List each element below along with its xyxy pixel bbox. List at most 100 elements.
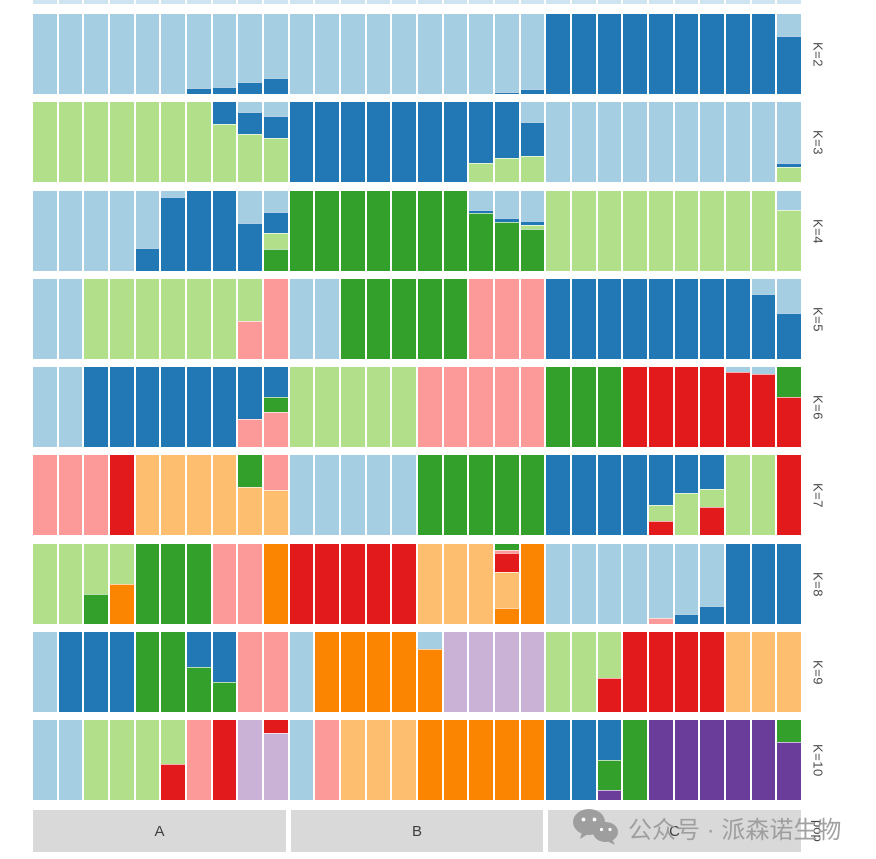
- individual-bar-16: [418, 367, 442, 447]
- ancestry-segment: [546, 720, 571, 800]
- ancestry-segment: [289, 455, 314, 535]
- ancestry-segment: [161, 720, 186, 764]
- ancestry-segment: [726, 102, 750, 182]
- ancestry-segment: [649, 618, 673, 624]
- individual-bar-13: [341, 544, 365, 624]
- sliver-cell: [674, 0, 699, 4]
- individual-bar-21: [546, 720, 571, 800]
- individual-bar-24: [623, 720, 648, 800]
- ancestry-segment: [726, 544, 750, 624]
- sliver-cell: [110, 0, 134, 4]
- individual-bar-21: [546, 544, 571, 624]
- individual-bar-5: [135, 367, 160, 447]
- ancestry-segment: [264, 632, 288, 712]
- ancestry-segment: [495, 102, 519, 158]
- ancestry-segment: [264, 367, 288, 398]
- ancestry-segment: [751, 632, 776, 712]
- ancestry-segment: [135, 247, 160, 271]
- admixture-row-k3: [33, 102, 802, 182]
- sliver-cell: [495, 0, 519, 4]
- ancestry-segment: [597, 102, 622, 182]
- ancestry-segment: [366, 102, 391, 182]
- individual-bar-4: [110, 14, 134, 94]
- ancestry-segment: [418, 191, 442, 271]
- ancestry-segment: [700, 632, 725, 712]
- ancestry-segment: [495, 14, 519, 93]
- ancestry-segment: [341, 14, 365, 94]
- individual-bar-11: [289, 367, 314, 447]
- ancestry-segment: [546, 279, 571, 359]
- ancestry-segment: [392, 544, 417, 624]
- ancestry-segment: [341, 191, 365, 271]
- individual-bar-27: [700, 367, 725, 447]
- ancestry-segment: [777, 741, 802, 800]
- ancestry-segment: [674, 632, 699, 712]
- ancestry-segment: [495, 544, 519, 551]
- individual-bar-7: [187, 632, 211, 712]
- ancestry-segment: [623, 102, 648, 182]
- individual-bar-5: [135, 279, 160, 359]
- individual-bar-25: [649, 367, 673, 447]
- admixture-row-k4: [33, 191, 802, 271]
- ancestry-segment: [726, 191, 750, 271]
- individual-bar-23: [597, 279, 622, 359]
- ancestry-segment: [161, 279, 186, 359]
- individual-bar-27: [700, 632, 725, 712]
- ancestry-segment: [674, 720, 699, 800]
- sliver-cell: [469, 0, 494, 4]
- ancestry-segment: [520, 155, 545, 182]
- ancestry-segment: [187, 667, 211, 712]
- ancestry-segment: [623, 632, 648, 712]
- ancestry-segment: [495, 607, 519, 624]
- ancestry-segment: [264, 411, 288, 447]
- ancestry-segment: [623, 455, 648, 535]
- sliver-cell: [33, 0, 57, 4]
- ancestry-segment: [58, 632, 83, 712]
- ancestry-segment: [597, 760, 622, 790]
- ancestry-segment: [161, 191, 186, 197]
- individual-bar-9: [238, 279, 263, 359]
- ancestry-segment: [33, 14, 57, 94]
- individual-bar-13: [341, 102, 365, 182]
- individual-bar-25: [649, 191, 673, 271]
- individual-bar-30: [777, 14, 802, 94]
- ancestry-segment: [238, 279, 263, 322]
- ancestry-segment: [392, 632, 417, 712]
- individual-bar-3: [84, 279, 109, 359]
- ancestry-segment: [187, 88, 211, 94]
- ancestry-segment: [418, 367, 442, 447]
- individual-bar-25: [649, 279, 673, 359]
- ancestry-segment: [520, 191, 545, 222]
- ancestry-segment: [341, 544, 365, 624]
- individual-bar-19: [495, 455, 519, 535]
- ancestry-segment: [649, 720, 673, 800]
- sliver-cell: [520, 0, 545, 4]
- row-label-k8: K=8: [810, 571, 826, 597]
- individual-bar-12: [315, 720, 340, 800]
- ancestry-segment: [649, 544, 673, 619]
- ancestry-segment: [495, 455, 519, 535]
- ancestry-segment: [161, 632, 186, 712]
- individual-bar-2: [58, 544, 83, 624]
- ancestry-segment: [649, 102, 673, 182]
- sliver-cell: [315, 0, 340, 4]
- ancestry-segment: [443, 720, 468, 800]
- individual-bar-30: [777, 279, 802, 359]
- individual-bar-12: [315, 191, 340, 271]
- ancestry-segment: [597, 279, 622, 359]
- ancestry-segment: [546, 455, 571, 535]
- ancestry-segment: [597, 720, 622, 760]
- ancestry-segment: [751, 367, 776, 375]
- individual-bar-17: [443, 455, 468, 535]
- individual-bar-12: [315, 14, 340, 94]
- ancestry-segment: [341, 720, 365, 800]
- individual-bar-30: [777, 455, 802, 535]
- individual-bar-24: [623, 544, 648, 624]
- ancestry-segment: [495, 720, 519, 800]
- ancestry-segment: [469, 102, 494, 163]
- ancestry-segment: [520, 89, 545, 94]
- ancestry-segment: [520, 279, 545, 359]
- sliver-cell: [726, 0, 750, 4]
- individual-bar-7: [187, 191, 211, 271]
- individual-bar-1: [33, 102, 57, 182]
